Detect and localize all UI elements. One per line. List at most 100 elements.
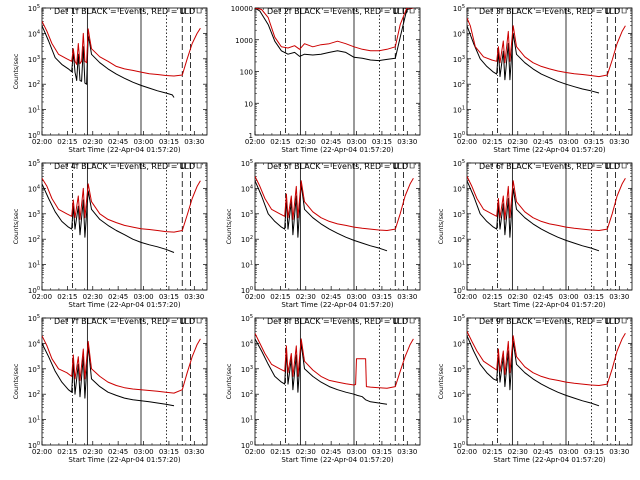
y-tick-label: 101 <box>241 261 253 270</box>
x-tick-label: 03:00 <box>558 138 578 146</box>
y-tick-label: 105 <box>28 159 40 168</box>
y-tick-label: 102 <box>28 235 40 244</box>
plot-frame <box>41 7 208 136</box>
y-tick-label: 103 <box>241 365 253 374</box>
x-tick-label: 02:30 <box>83 293 103 301</box>
x-tick-label: 02:15 <box>482 138 502 146</box>
x-tick-label: 03:15 <box>159 448 179 456</box>
marker-flag <box>605 318 610 324</box>
series-line-lld <box>255 333 414 389</box>
chart-panel-1: Det 1f BLACK = Events, RED = LLD 100 101 10… <box>12 4 208 154</box>
marker-flag <box>180 163 185 169</box>
series-group <box>467 176 626 252</box>
y-tick-label: 102 <box>241 390 253 399</box>
y-tick-label: 105 <box>28 314 40 323</box>
y-tick-label: 104 <box>28 29 40 38</box>
x-tick-label: 03:30 <box>184 293 204 301</box>
y-axis-label: Counts/sec <box>12 208 20 244</box>
y-tick-label: 104 <box>453 339 465 348</box>
marker-flag <box>621 163 627 169</box>
chart-title: Det 8f BLACK = Events, RED = LLD <box>267 317 408 326</box>
y-axis-label: Counts/sec <box>437 363 445 399</box>
x-tick-label: 02:15 <box>270 448 290 456</box>
y-tick-label: 101 <box>241 416 253 425</box>
y-tick-label: 102 <box>453 235 465 244</box>
x-tick-label: 02:30 <box>296 448 316 456</box>
x-tick-label: 02:15 <box>270 293 290 301</box>
x-axis-label: Start Time (22-Apr-04 01:57:20) <box>281 301 393 309</box>
x-tick-label: 03:30 <box>609 293 629 301</box>
series-line-lld <box>42 335 201 394</box>
series-line-lld <box>42 21 201 77</box>
y-tick-label: 101 <box>28 416 40 425</box>
y-axis-label: Counts/sec <box>12 53 20 89</box>
chart-title: Det 1f BLACK = Events, RED = LLD <box>54 7 195 16</box>
x-axis-label: Start Time (22-Apr-04 01:57:20) <box>68 146 180 154</box>
y-axis-label: Counts/sec <box>225 208 233 244</box>
x-tick-label: 03:15 <box>584 448 604 456</box>
y-tick-label: 105 <box>453 314 465 323</box>
x-tick-label: 02:00 <box>245 293 265 301</box>
series-line-lld <box>42 178 201 233</box>
x-tick-label: 02:00 <box>245 448 265 456</box>
series-line-lld <box>467 176 626 231</box>
x-tick-label: 03:15 <box>159 138 179 146</box>
y-tick-label: 100 <box>453 131 465 140</box>
marker-flag <box>196 163 202 169</box>
y-tick-label: 1000 <box>235 37 253 45</box>
y-tick-label: 102 <box>241 235 253 244</box>
y-tick-label: 103 <box>241 210 253 219</box>
x-tick-label: 03:00 <box>133 293 153 301</box>
chart-panel-4: Det 4f BLACK = Events, RED = LLD 100 101 10… <box>12 159 208 309</box>
plot-frame <box>466 7 633 136</box>
x-tick-label: 03:30 <box>609 448 629 456</box>
x-axis-label: Start Time (22-Apr-04 01:57:20) <box>281 456 393 464</box>
plot-frame <box>254 317 421 446</box>
series-line-lld <box>255 176 414 231</box>
y-tick-label: 101 <box>453 416 465 425</box>
y-tick-label: 100 <box>28 286 40 295</box>
x-tick-label: 03:15 <box>372 448 392 456</box>
y-tick-label: 10 <box>244 100 253 108</box>
x-tick-label: 03:00 <box>346 448 366 456</box>
series-line-lld <box>467 331 626 386</box>
y-tick-label: 101 <box>453 261 465 270</box>
x-axis-label: Start Time (22-Apr-04 01:57:20) <box>68 456 180 464</box>
chart-panel-3: Det 3f BLACK = Events, RED = LLD 100 101 10… <box>453 4 633 154</box>
x-tick-label: 03:00 <box>558 293 578 301</box>
x-tick-label: 02:30 <box>508 138 528 146</box>
x-axis-label: Start Time (22-Apr-04 01:57:20) <box>68 301 180 309</box>
y-tick-label: 100 <box>240 69 253 77</box>
series-group <box>467 331 626 407</box>
y-tick-label: 103 <box>453 55 465 64</box>
series-group <box>255 176 414 252</box>
x-tick-label: 02:45 <box>533 293 553 301</box>
series-group <box>42 178 201 253</box>
series-line-events <box>42 343 175 407</box>
series-line-events <box>255 338 388 405</box>
x-tick-label: 02:15 <box>57 293 77 301</box>
chart-panel-2: Det 2f BLACK = Events, RED = LLD 1 10 100 10… <box>231 5 421 154</box>
chart-title: Det 7f BLACK = Events, RED = LLD <box>54 317 195 326</box>
x-tick-label: 03:15 <box>159 293 179 301</box>
y-tick-label: 100 <box>453 441 465 450</box>
x-tick-label: 03:30 <box>397 138 417 146</box>
chart-title: Det 2f BLACK = Events, RED = LLD <box>267 7 408 16</box>
chart-title: Det 9f BLACK = Events, RED = LLD <box>479 317 620 326</box>
x-tick-label: 02:45 <box>108 138 128 146</box>
chart-title: Det 3f BLACK = Events, RED = LLD <box>479 7 620 16</box>
marker-flag <box>605 163 610 169</box>
x-tick-label: 03:00 <box>133 448 153 456</box>
y-tick-label: 105 <box>28 4 40 13</box>
marker-flag <box>409 8 415 14</box>
plot-frame <box>466 317 633 446</box>
y-tick-label: 102 <box>453 80 465 89</box>
chart-panel-5: Det 5f BLACK = Events, RED = LLD 100 101 10… <box>225 159 421 309</box>
x-tick-label: 02:45 <box>108 448 128 456</box>
y-tick-label: 101 <box>28 106 40 115</box>
series-line-events <box>467 25 600 94</box>
x-tick-label: 02:30 <box>83 138 103 146</box>
marker-flag <box>621 318 627 324</box>
y-tick-label: 105 <box>241 314 253 323</box>
